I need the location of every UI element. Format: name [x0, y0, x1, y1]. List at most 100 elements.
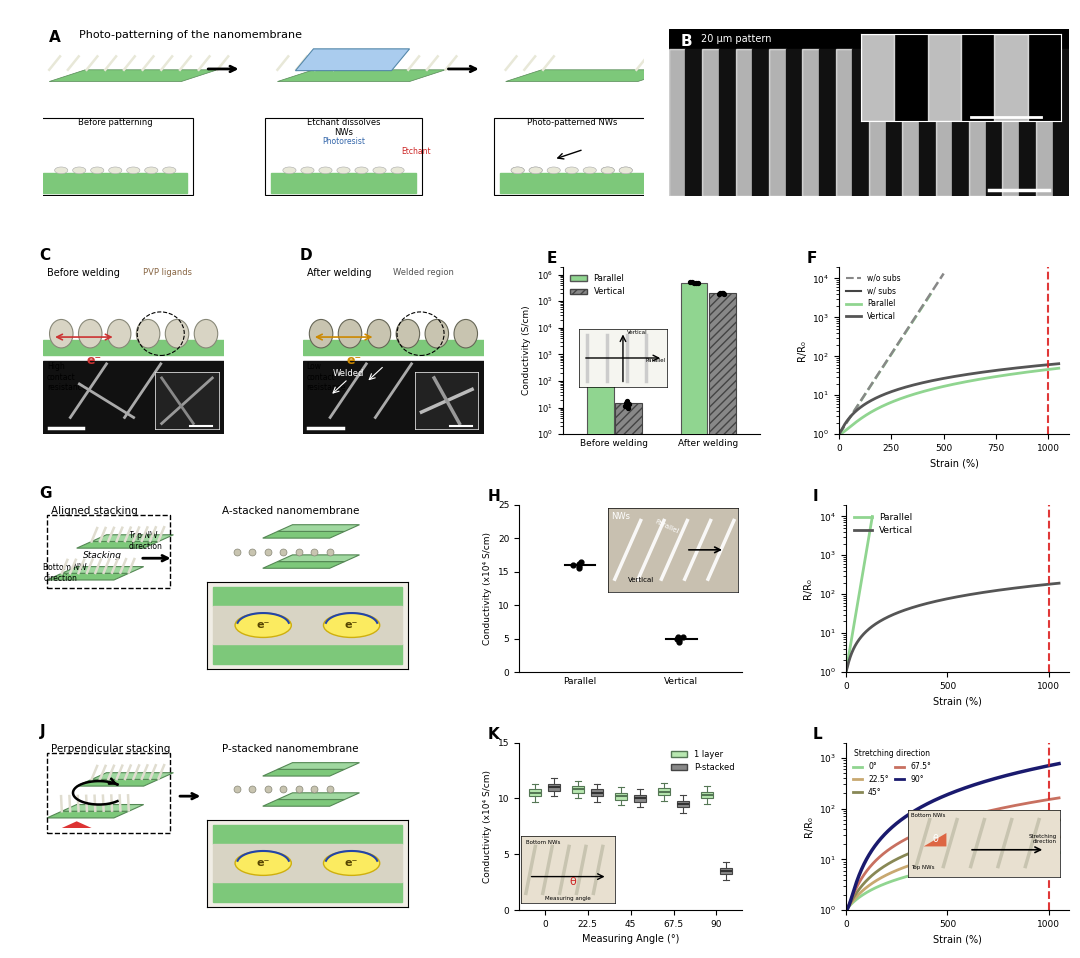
Y-axis label: Conductivity (x10⁴ S/cm): Conductivity (x10⁴ S/cm)	[483, 770, 492, 883]
Y-axis label: R/R₀: R/R₀	[804, 578, 813, 599]
Text: ↕ Vertical: ↕ Vertical	[627, 357, 662, 363]
Text: Etchant dissolves
NWs: Etchant dissolves NWs	[307, 118, 380, 137]
Ellipse shape	[565, 167, 578, 173]
Text: e⁻: e⁻	[86, 354, 102, 367]
Point	[674, 629, 691, 645]
Polygon shape	[77, 780, 159, 787]
Point	[619, 400, 636, 416]
Text: P-stacked nanomembrane: P-stacked nanomembrane	[221, 744, 359, 754]
Point	[591, 374, 608, 389]
Bar	[802, 49, 819, 196]
Ellipse shape	[165, 319, 189, 348]
Text: Before welding: Before welding	[46, 268, 120, 279]
Ellipse shape	[602, 167, 615, 173]
Point	[565, 558, 582, 573]
Ellipse shape	[355, 167, 368, 173]
Ellipse shape	[511, 167, 524, 173]
Ellipse shape	[309, 319, 333, 348]
Bar	[1053, 49, 1069, 196]
Bar	[686, 49, 702, 196]
PathPatch shape	[720, 868, 732, 875]
Y-axis label: Conductivity (x10⁴ S/cm): Conductivity (x10⁴ S/cm)	[483, 532, 492, 645]
Bar	[46, 753, 170, 833]
Point	[714, 285, 731, 301]
Text: After welding: After welding	[307, 268, 372, 279]
Text: J: J	[40, 724, 45, 740]
Text: C: C	[40, 248, 51, 263]
Polygon shape	[50, 70, 217, 81]
Point	[711, 285, 728, 301]
Text: E: E	[546, 251, 557, 266]
Bar	[588, 381, 613, 958]
Text: Before patterning: Before patterning	[78, 118, 152, 126]
Polygon shape	[262, 532, 345, 538]
Point	[572, 554, 590, 569]
PathPatch shape	[549, 784, 561, 790]
Point	[669, 631, 686, 647]
Y-axis label: Conductivity (S/cm): Conductivity (S/cm)	[523, 306, 531, 396]
Bar	[1036, 49, 1053, 196]
FancyBboxPatch shape	[266, 118, 421, 194]
Polygon shape	[296, 49, 409, 71]
Text: Photo-patterning of the nanomembrane: Photo-patterning of the nanomembrane	[79, 31, 302, 40]
Ellipse shape	[91, 167, 104, 173]
Polygon shape	[92, 535, 174, 541]
Text: F: F	[807, 251, 818, 266]
Text: 20 μm pattern: 20 μm pattern	[701, 34, 771, 44]
Point	[670, 629, 687, 645]
Bar	[43, 360, 224, 434]
Bar	[303, 360, 484, 434]
Bar	[903, 49, 919, 196]
Ellipse shape	[50, 319, 73, 348]
Text: Aligned stacking: Aligned stacking	[51, 506, 137, 516]
Polygon shape	[278, 763, 360, 769]
Point	[620, 396, 637, 411]
Polygon shape	[278, 525, 360, 532]
Polygon shape	[262, 800, 345, 807]
Bar	[953, 49, 969, 196]
Legend: Parallel, Vertical: Parallel, Vertical	[850, 509, 917, 538]
Text: Bottom NW
direction: Bottom NW direction	[43, 563, 86, 582]
Bar	[836, 49, 852, 196]
Bar	[735, 49, 753, 196]
Text: Low
contact
resistance: Low contact resistance	[307, 362, 346, 392]
Ellipse shape	[396, 319, 420, 348]
Point	[670, 632, 687, 648]
Point	[683, 275, 700, 290]
Polygon shape	[278, 793, 360, 800]
Y-axis label: R/R₀: R/R₀	[804, 816, 813, 836]
Point	[570, 560, 588, 576]
PathPatch shape	[658, 788, 670, 795]
Ellipse shape	[548, 167, 561, 173]
Bar	[969, 49, 986, 196]
Ellipse shape	[72, 167, 85, 173]
Point	[689, 275, 706, 290]
X-axis label: Strain (%): Strain (%)	[933, 696, 982, 706]
Ellipse shape	[109, 167, 122, 173]
Point	[617, 396, 634, 411]
Ellipse shape	[619, 167, 633, 173]
Ellipse shape	[55, 167, 68, 173]
Text: PVP ligands: PVP ligands	[143, 268, 191, 278]
Point	[619, 393, 636, 408]
Polygon shape	[62, 821, 92, 828]
Bar	[303, 340, 484, 355]
Ellipse shape	[454, 319, 477, 348]
Ellipse shape	[511, 167, 524, 173]
PathPatch shape	[529, 789, 541, 796]
PathPatch shape	[701, 791, 713, 798]
Ellipse shape	[602, 167, 615, 173]
Bar	[719, 49, 735, 196]
Bar	[702, 49, 719, 196]
PathPatch shape	[677, 801, 689, 808]
Point	[588, 373, 605, 388]
Text: Top NW
direction: Top NW direction	[129, 532, 163, 551]
X-axis label: Strain (%): Strain (%)	[933, 934, 982, 945]
Legend: 1 layer, P-stacked: 1 layer, P-stacked	[667, 746, 738, 776]
Text: Stacking: Stacking	[83, 551, 122, 560]
PathPatch shape	[616, 793, 627, 800]
Text: I: I	[812, 490, 818, 504]
Ellipse shape	[126, 167, 140, 173]
X-axis label: Measuring Angle (°): Measuring Angle (°)	[582, 934, 679, 945]
Polygon shape	[278, 555, 360, 561]
